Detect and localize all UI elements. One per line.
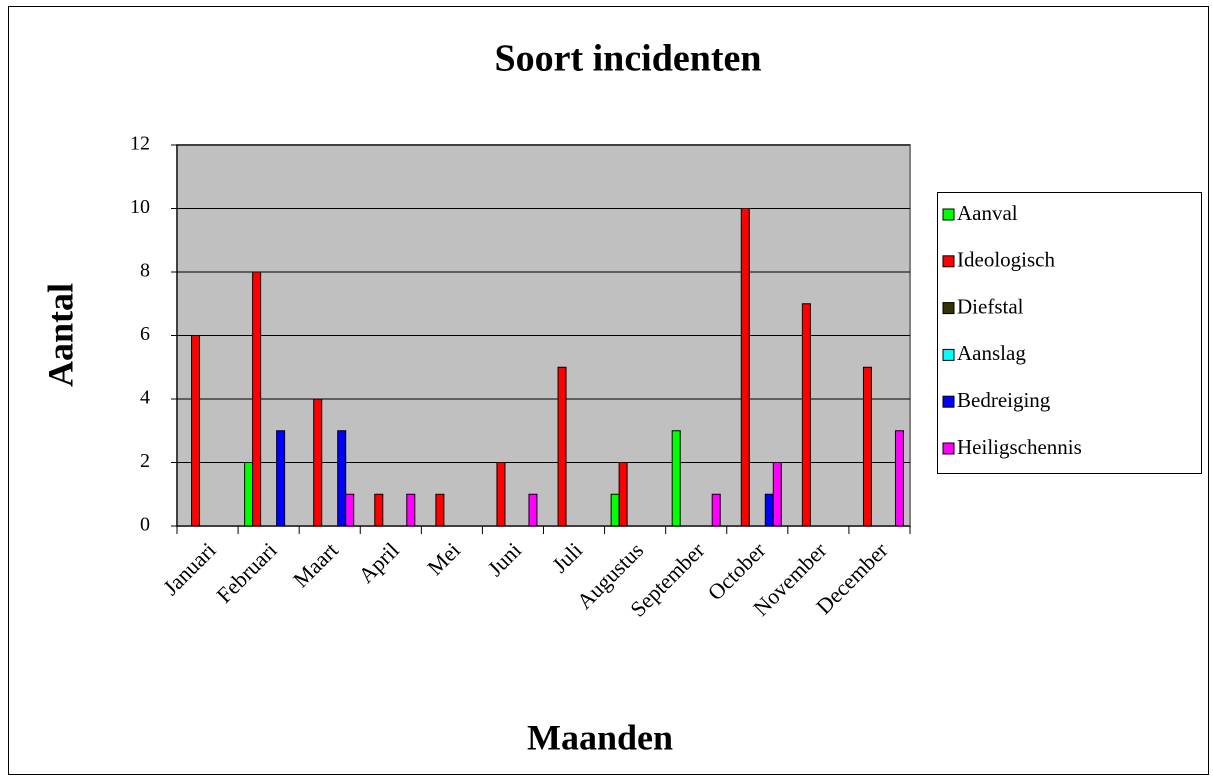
bar [610,493,620,527]
y-tick-label: 12 [130,133,150,155]
legend-swatch [942,442,955,455]
bar [740,208,750,527]
legend-label: Diefstal [957,294,1024,318]
legend-swatch [942,302,955,315]
bar [244,462,254,527]
legend-swatch [942,208,955,221]
bar [406,493,416,527]
legend-swatch [942,255,955,268]
y-tick-label: 10 [130,196,150,218]
y-tick-label: 4 [140,387,150,409]
legend-label: Ideologisch [957,248,1055,272]
bar [671,430,681,527]
bar [772,462,782,527]
bar [191,335,201,527]
bar [557,366,567,527]
bar [313,398,323,527]
bar [618,462,628,527]
legend-label: Heiligschennis [957,435,1082,459]
y-tick-label: 8 [140,260,150,282]
bar [862,366,872,527]
bar [435,493,445,527]
legend-label: Bedreiging [957,388,1051,412]
bar [276,430,286,527]
bar [894,430,904,527]
legend-swatch [942,348,955,361]
legend-box [937,192,1202,474]
bar [711,493,721,527]
bar [374,493,384,527]
bar [337,430,347,527]
bar [496,462,506,527]
y-tick-label: 6 [140,323,150,345]
bar [764,493,774,527]
x-axis-label: Maanden [527,717,673,757]
chart-title: Soort incidenten [494,38,761,80]
y-axis-label: Aantal [40,283,80,387]
legend-label: Aanslag [957,341,1026,365]
bar [252,271,262,527]
bar [528,493,538,527]
legend-label: Aanval [957,201,1018,225]
y-tick-label: 2 [140,450,150,472]
bar [345,493,355,527]
y-tick-label: 0 [140,514,150,536]
legend-swatch [942,395,955,408]
bar [801,303,811,527]
